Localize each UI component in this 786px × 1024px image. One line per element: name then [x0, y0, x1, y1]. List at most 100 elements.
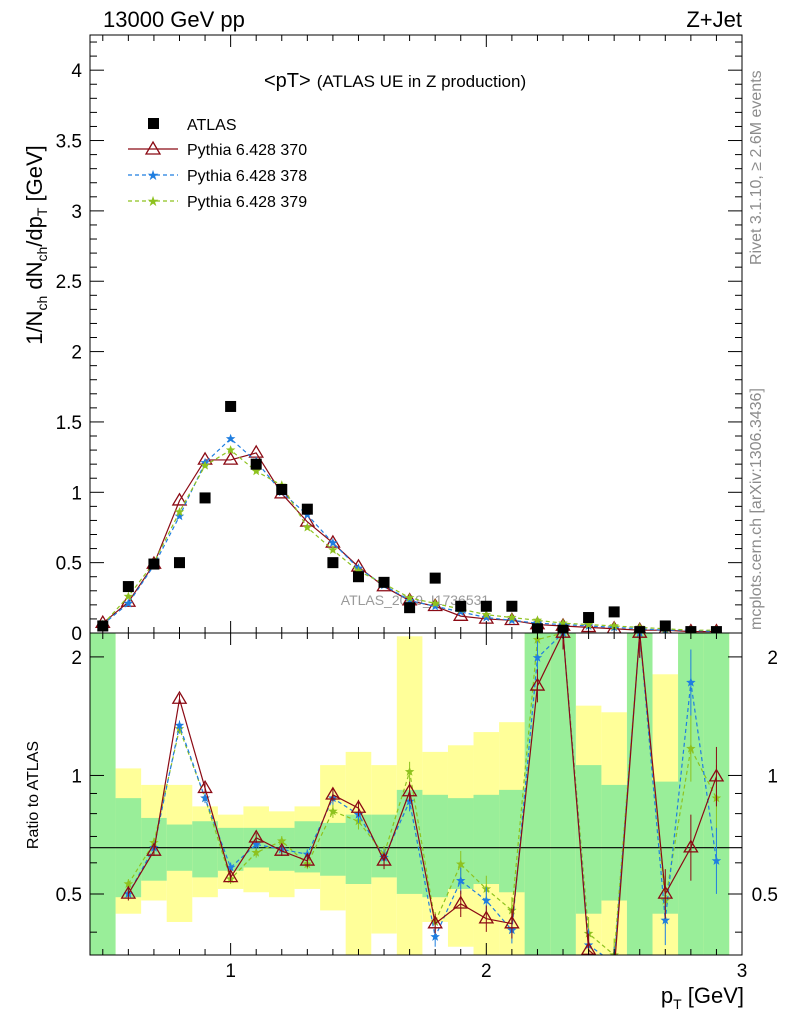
ratio-point-p379: [404, 766, 415, 776]
ratio-point-p370: [708, 768, 725, 782]
point-atlas: [97, 620, 109, 632]
ratio-point-p378: [660, 915, 670, 925]
point-p379: [328, 545, 338, 554]
ratio-point-p378: [686, 677, 696, 687]
y-tick-label: 2: [71, 343, 82, 364]
point-p378: [481, 612, 492, 622]
point-p378: [507, 615, 517, 625]
point-p379: [174, 507, 185, 516]
point-p379: [251, 466, 261, 476]
point-p378: [328, 537, 338, 547]
y-tick-label: 3.5: [56, 132, 82, 153]
ratio-point-p370: [529, 677, 546, 691]
ratio-point-p370: [478, 910, 495, 924]
point-atlas: [148, 558, 160, 570]
legend-label-atlas: ATLAS: [187, 117, 237, 134]
x-tick-label: 1: [225, 961, 236, 982]
ratio-point-p370: [222, 869, 239, 883]
x-axis-title: pT [GeV]: [661, 983, 744, 1012]
y-tick-label: 1: [71, 483, 82, 504]
point-p378: [404, 595, 415, 605]
ratio-point-p370: [683, 839, 699, 853]
ratio-line-p379: [127, 633, 717, 955]
point-atlas: [378, 576, 390, 588]
ratio-point-p370: [273, 842, 290, 856]
analysis-watermark: ATLAS_2019_I1736531: [341, 592, 490, 608]
ratio-y-tick-label: 0.5: [56, 885, 82, 906]
y-tick-label: 3: [71, 202, 82, 223]
mcplots-label: mcplots.cern.ch [arXiv:1306.3436]: [748, 388, 765, 630]
point-atlas: [199, 492, 211, 504]
point-p379: [583, 619, 594, 629]
ratio-point-p370: [452, 895, 469, 909]
legend-entry-p378: ★ Pythia 6.428 378: [128, 167, 307, 185]
point-atlas: [122, 581, 134, 593]
ratio-point-p370: [504, 915, 520, 929]
ratio-point-p370: [350, 799, 367, 813]
header-right: Z+Jet: [686, 7, 742, 32]
point-p370: [248, 444, 264, 458]
ratio-point-p378: [225, 862, 236, 872]
band-inner-15: [473, 794, 500, 884]
ratio-point-p378: [456, 875, 466, 885]
point-p378: [225, 433, 236, 443]
ratio-point-p379: [149, 837, 159, 847]
band-inner-21: [626, 633, 653, 955]
point-p379: [609, 621, 619, 630]
x-tick-label: 2: [481, 961, 492, 982]
ratio-point-p378: [532, 652, 543, 662]
point-p378: [174, 511, 185, 521]
point-p379: [481, 609, 492, 619]
point-atlas: [583, 612, 595, 624]
ratio-point-p370: [325, 786, 341, 800]
x-tick-label: 3: [737, 961, 748, 982]
point-atlas: [276, 483, 288, 495]
legend-label-p379: Pythia 6.428 379: [187, 194, 307, 211]
legend-marker-p370: [144, 140, 162, 155]
ratio-point-p370: [120, 885, 137, 899]
point-p378: [430, 601, 440, 611]
header-left: 13000 GeV pp: [103, 7, 245, 32]
ratio-point-p370: [657, 885, 674, 899]
point-p379: [430, 598, 440, 608]
ratio-point-p379: [277, 836, 287, 846]
point-p370: [171, 492, 188, 506]
point-atlas: [225, 400, 237, 412]
ratio-point-p378: [481, 895, 492, 905]
ratio-y-tick-label-right: 1: [767, 766, 778, 787]
plot-title: <pT> (ATLAS UE in Z production): [264, 70, 526, 92]
ratio-point-p378: [430, 931, 440, 941]
point-atlas: [173, 557, 185, 569]
point-atlas: [250, 458, 262, 470]
ratio-point-p378: [200, 793, 210, 803]
point-p370: [222, 451, 239, 465]
ratio-point-p378: [609, 958, 619, 967]
point-p370: [120, 593, 137, 607]
ratio-y-tick-label-right: 0.5: [752, 885, 778, 906]
ratio-point-p378: [174, 720, 185, 730]
point-atlas: [301, 503, 313, 515]
rivet-version-label: Rivet 3.1.10, ≥ 2.6M events: [748, 70, 765, 265]
legend-label-p370: Pythia 6.428 370: [187, 142, 307, 159]
legend-label-p378: Pythia 6.428 378: [187, 168, 307, 185]
band-inner-0: [90, 633, 116, 955]
ratio-point-p370: [299, 852, 316, 866]
band-inner-13: [422, 794, 448, 898]
point-atlas: [659, 620, 671, 632]
distribution-series: [94, 400, 723, 633]
ratio-series: [120, 633, 725, 967]
ratio-point-p379: [328, 806, 338, 816]
ratio-point-p370: [376, 852, 392, 866]
point-p379: [558, 618, 568, 628]
point-atlas: [429, 572, 441, 584]
axes-ticks: 1 2 3 0 0.5 1 1.5 2 2.5 3 3.5 4 0.5 0.5 1 1 2 2: [56, 35, 778, 982]
legend-marker-p379: ★: [147, 193, 160, 209]
ratio-point-p378: [251, 839, 261, 849]
point-p370: [452, 607, 469, 621]
ratio-point-p379: [251, 847, 261, 857]
legend: ATLAS Pythia 6.428 370 ★ Pythia 6.428 37…: [128, 117, 307, 211]
point-p379: [123, 591, 134, 601]
band-inner-18: [550, 633, 576, 955]
y-tick-label: 0.5: [56, 554, 82, 575]
ratio-point-p379: [532, 634, 543, 644]
